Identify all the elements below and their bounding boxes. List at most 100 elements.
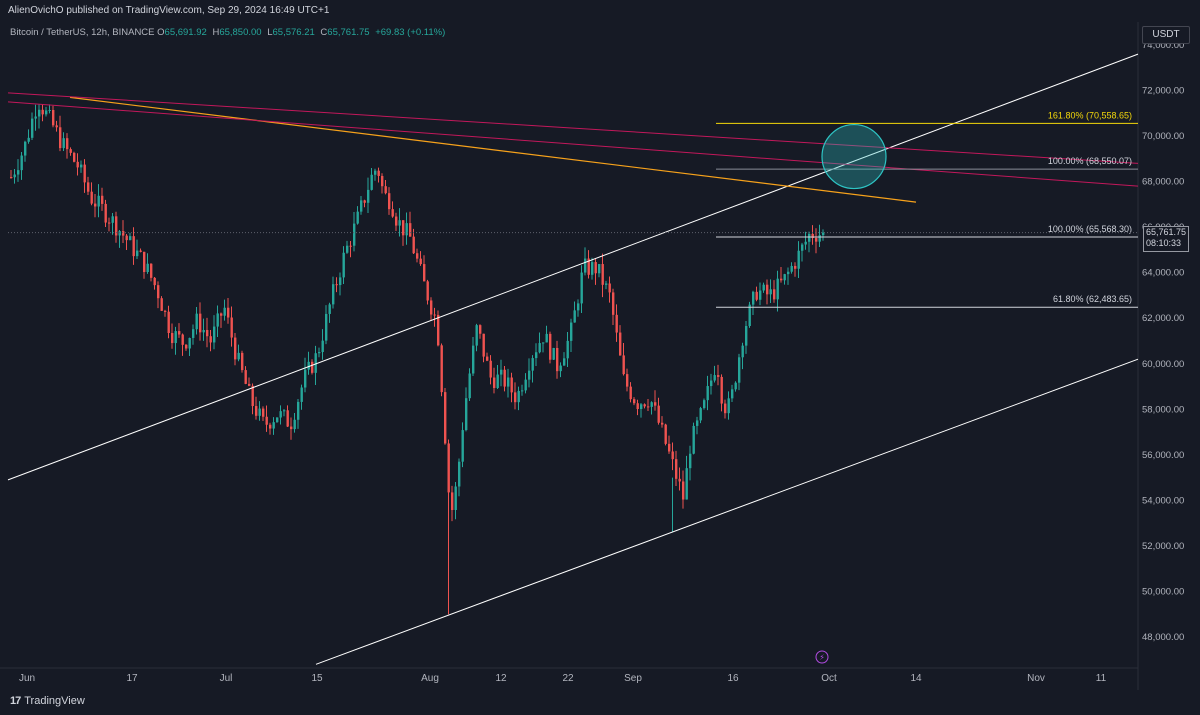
candle-body: [685, 468, 688, 500]
candle-body: [528, 370, 531, 380]
candle-body: [48, 110, 51, 112]
candle-body: [279, 411, 282, 418]
candle-body: [139, 250, 142, 252]
candle-body: [531, 358, 534, 371]
candle-body: [430, 300, 433, 315]
candle-body: [468, 373, 471, 399]
candle-body: [437, 314, 440, 346]
candle-body: [374, 170, 377, 175]
candle-body: [346, 245, 349, 253]
candle-body: [314, 353, 317, 373]
candle-body: [419, 258, 422, 265]
candle-body: [612, 292, 615, 315]
candle-body: [503, 369, 506, 387]
candle-body: [335, 284, 338, 286]
candle-body: [73, 152, 76, 162]
publisher-text: AlienOvichO published on TradingView.com…: [8, 5, 330, 16]
fib-level-label: 161.80% (70,558.65): [1048, 110, 1132, 120]
candle-body: [321, 340, 324, 353]
candle-body: [258, 408, 261, 416]
time-scale-bg: [0, 668, 1138, 690]
candle-body: [591, 262, 594, 275]
candle-body: [181, 334, 184, 345]
candle-body: [570, 322, 573, 341]
candle-body: [241, 352, 244, 371]
candle-body: [671, 451, 674, 460]
candle-body: [563, 358, 566, 366]
candle-body: [664, 424, 667, 444]
y-tick-label: 60,000.00: [1142, 359, 1184, 370]
candle-body: [717, 375, 720, 377]
candle-body: [395, 216, 398, 226]
candle-body: [559, 365, 562, 372]
candle-body: [286, 410, 289, 427]
candle-body: [713, 375, 716, 381]
candle-body: [538, 343, 541, 353]
candle-body: [766, 284, 769, 295]
candle-body: [405, 223, 408, 236]
candle-body: [69, 149, 72, 153]
candle-body: [129, 236, 132, 241]
candle-body: [349, 245, 352, 247]
candle-body: [367, 189, 370, 203]
candle-body: [209, 336, 212, 343]
candle-body: [451, 492, 454, 510]
candle-body: [752, 291, 755, 305]
last-price-tag: 65,761.75 08:10:33: [1143, 225, 1189, 252]
candle-body: [244, 370, 247, 384]
candle-body: [290, 426, 293, 430]
candle-body: [311, 361, 314, 373]
candle-body: [734, 382, 737, 390]
candle-body: [622, 355, 625, 375]
x-tick-label: Nov: [1027, 673, 1045, 684]
candle-body: [787, 271, 790, 275]
candle-body: [423, 264, 426, 282]
candle-body: [234, 337, 237, 360]
candle-body: [472, 345, 475, 374]
candle-body: [776, 278, 779, 300]
candle-body: [206, 329, 209, 337]
pink-resistance-line: [7, 101, 1139, 187]
x-tick-label: 22: [562, 673, 574, 684]
orange-resistance-line: [69, 96, 917, 203]
candle-body: [31, 118, 34, 138]
candle-body: [125, 235, 128, 241]
x-tick-label: 11: [1096, 673, 1107, 684]
candle-body: [80, 164, 83, 168]
candle-body: [496, 374, 499, 388]
candle-body: [552, 347, 555, 360]
last-price-value: 65,761.75: [1146, 226, 1187, 237]
high-value: 65,850.00: [219, 27, 262, 38]
candle-body: [668, 443, 671, 452]
candle-body: [675, 459, 678, 479]
candle-body: [521, 390, 524, 392]
open-label: O: [157, 27, 165, 38]
candle-body: [794, 265, 797, 269]
candle-body: [122, 231, 125, 236]
pink-resistance-line: [7, 92, 1139, 164]
candle-body: [136, 250, 139, 257]
tradingview-logo[interactable]: 17 TradingView: [10, 695, 85, 707]
candle-body: [293, 419, 296, 430]
candle-body: [87, 182, 90, 192]
x-tick-label: Sep: [624, 673, 642, 684]
candle-body: [27, 137, 30, 142]
candle-body: [10, 177, 13, 179]
candle-body: [115, 216, 118, 236]
candle-body: [458, 461, 461, 487]
candle-body: [507, 377, 510, 387]
candle-body: [237, 352, 240, 360]
candle-body: [62, 138, 65, 149]
candle-body: [304, 369, 307, 388]
candle-body: [265, 416, 268, 425]
candle-body: [535, 352, 538, 359]
y-tick-label: 54,000.00: [1142, 495, 1184, 506]
x-tick-label: 17: [126, 673, 138, 684]
candle-body: [20, 155, 23, 171]
candle-body: [580, 272, 583, 304]
candle-body: [815, 238, 818, 242]
candle-body: [703, 400, 706, 409]
currency-button[interactable]: USDT: [1142, 26, 1190, 44]
y-tick-label: 64,000.00: [1142, 268, 1184, 279]
